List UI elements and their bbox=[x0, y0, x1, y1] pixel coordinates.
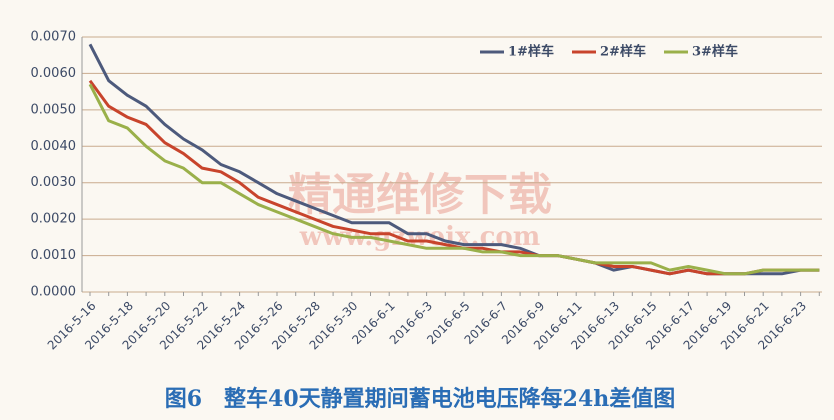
legend-label: 3#样车 bbox=[692, 44, 738, 60]
y-tick-label: 0.0030 bbox=[31, 175, 77, 190]
legend-label: 2#样车 bbox=[600, 44, 646, 60]
watermark: 精通维修下载 bbox=[288, 170, 552, 221]
y-tick-label: 0.0000 bbox=[31, 285, 77, 300]
legend-label: 1#样车 bbox=[508, 44, 554, 60]
series-line bbox=[88, 83, 820, 276]
y-tick-label: 0.0050 bbox=[31, 102, 77, 117]
y-tick-label: 0.0010 bbox=[31, 248, 77, 263]
series-line bbox=[88, 79, 820, 276]
y-tick-label: 0.0070 bbox=[31, 30, 77, 45]
y-tick-label: 0.0020 bbox=[31, 212, 77, 227]
y-tick-label: 0.0040 bbox=[31, 139, 77, 154]
y-tick-label: 0.0060 bbox=[31, 66, 77, 81]
chart-title: 图6 整车40天静置期间蓄电池电压降每24h差值图 bbox=[165, 386, 676, 412]
